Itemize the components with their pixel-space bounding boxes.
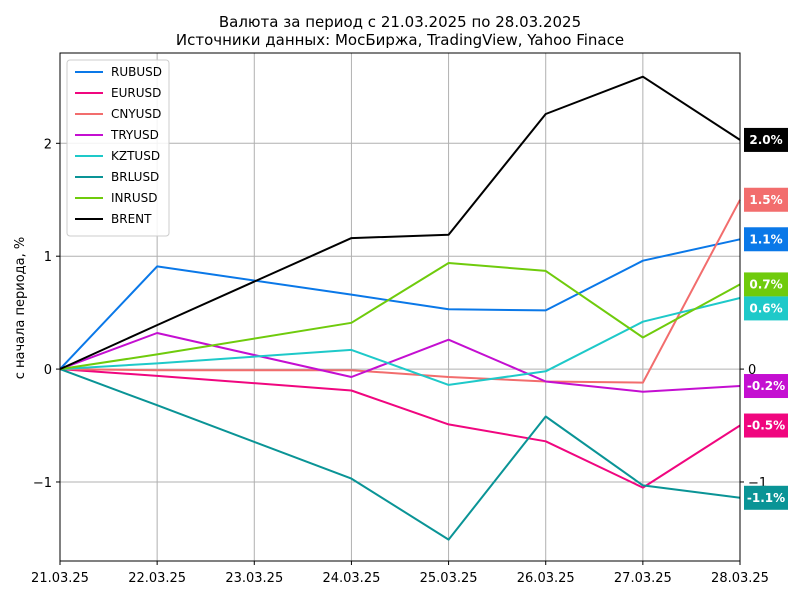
chart-title: Валюта за период с 21.03.2025 по 28.03.2… (219, 13, 581, 31)
badge-label: -1.1% (747, 491, 785, 505)
x-ticks: 21.03.25 22.03.25 23.03.25 24.03.25 25.03.25… (31, 561, 769, 586)
badge-box (744, 187, 788, 212)
badge-label: -0.5% (747, 419, 785, 433)
y-ticks-left: −1 0 1 2 (33, 137, 60, 491)
y-tick-label-left: 0 (44, 363, 52, 378)
y-axis-label: с начала периода, % (13, 237, 28, 380)
badge-box (744, 413, 788, 438)
badge-inrusd: 0.7% (744, 272, 788, 297)
y-tick-label-left: 2 (44, 137, 52, 152)
x-tick-label: 26.03.25 (517, 571, 575, 586)
badge-label: 0.7% (749, 277, 782, 291)
series-line-eurusd (59, 368, 741, 489)
legend-entry-eurusd: EURUSD (111, 86, 161, 100)
badge-label: 0.6% (749, 301, 782, 315)
series-line-inrusd (59, 262, 741, 371)
x-tick-label: 27.03.25 (614, 571, 672, 586)
x-tick-label: 25.03.25 (420, 571, 478, 586)
badge-tryusd: -0.2% (744, 374, 788, 399)
series-layer (59, 75, 741, 541)
badges: 2.0% 1.5% 1.1% 0.7% 0.6% -0.2% -0.5% -1.1% (744, 127, 788, 510)
badge-rubusd: 1.1% (744, 227, 788, 252)
badge-box (744, 127, 788, 152)
y-tick-label-left: 1 (44, 250, 52, 265)
series-line-cnyusd (59, 199, 741, 384)
legend-box (66, 59, 170, 237)
y-tick-label-left: −1 (33, 476, 52, 491)
badge-cnyusd: 1.5% (744, 187, 788, 212)
badge-eurusd: -0.5% (744, 413, 788, 438)
legend-entry-cnyusd: CNYUSD (111, 107, 161, 121)
badge-box (744, 485, 788, 510)
series-line-tryusd (59, 332, 741, 393)
legend-entry-inrusd: INRUSD (111, 191, 158, 205)
badge-label: 1.1% (749, 232, 782, 246)
chart-subtitle: Источники данных: МосБиржа, TradingView,… (176, 31, 624, 49)
legend-entry-kztusd: KZTUSD (111, 149, 160, 163)
series-line-brlusd (59, 368, 741, 541)
badge-box (744, 296, 788, 321)
badge-box (744, 374, 788, 399)
badge-label: 2.0% (749, 133, 782, 147)
x-tick-label: 23.03.25 (225, 571, 283, 586)
legend-entry-brlusd: BRLUSD (111, 170, 159, 184)
series-line-brent (59, 75, 741, 371)
badge-box (744, 272, 788, 297)
x-tick-label: 28.03.25 (711, 571, 769, 586)
legend-entry-rubusd: RUBUSD (111, 65, 162, 79)
x-tick-label: 21.03.25 (31, 571, 89, 586)
legend: RUBUSD EURUSD CNYUSD TRYUSD KZTUSD BRLUSD INRU… (66, 59, 170, 237)
legend-entry-tryusd: TRYUSD (110, 128, 159, 142)
x-tick-label: 22.03.25 (128, 571, 186, 586)
badge-box (744, 227, 788, 252)
series-line-rubusd (59, 238, 741, 370)
plot-frame (59, 52, 741, 562)
badge-kztusd: 0.6% (744, 296, 788, 321)
badge-label: -0.2% (747, 379, 785, 393)
legend-entry-brent: BRENT (111, 212, 152, 226)
badge-brent: 2.0% (744, 127, 788, 152)
series-line-kztusd (59, 297, 741, 386)
badge-brlusd: -1.1% (744, 485, 788, 510)
x-tick-label: 24.03.25 (322, 571, 380, 586)
badge-label: 1.5% (749, 193, 782, 207)
y-tick-label-right: 0 (748, 363, 756, 378)
